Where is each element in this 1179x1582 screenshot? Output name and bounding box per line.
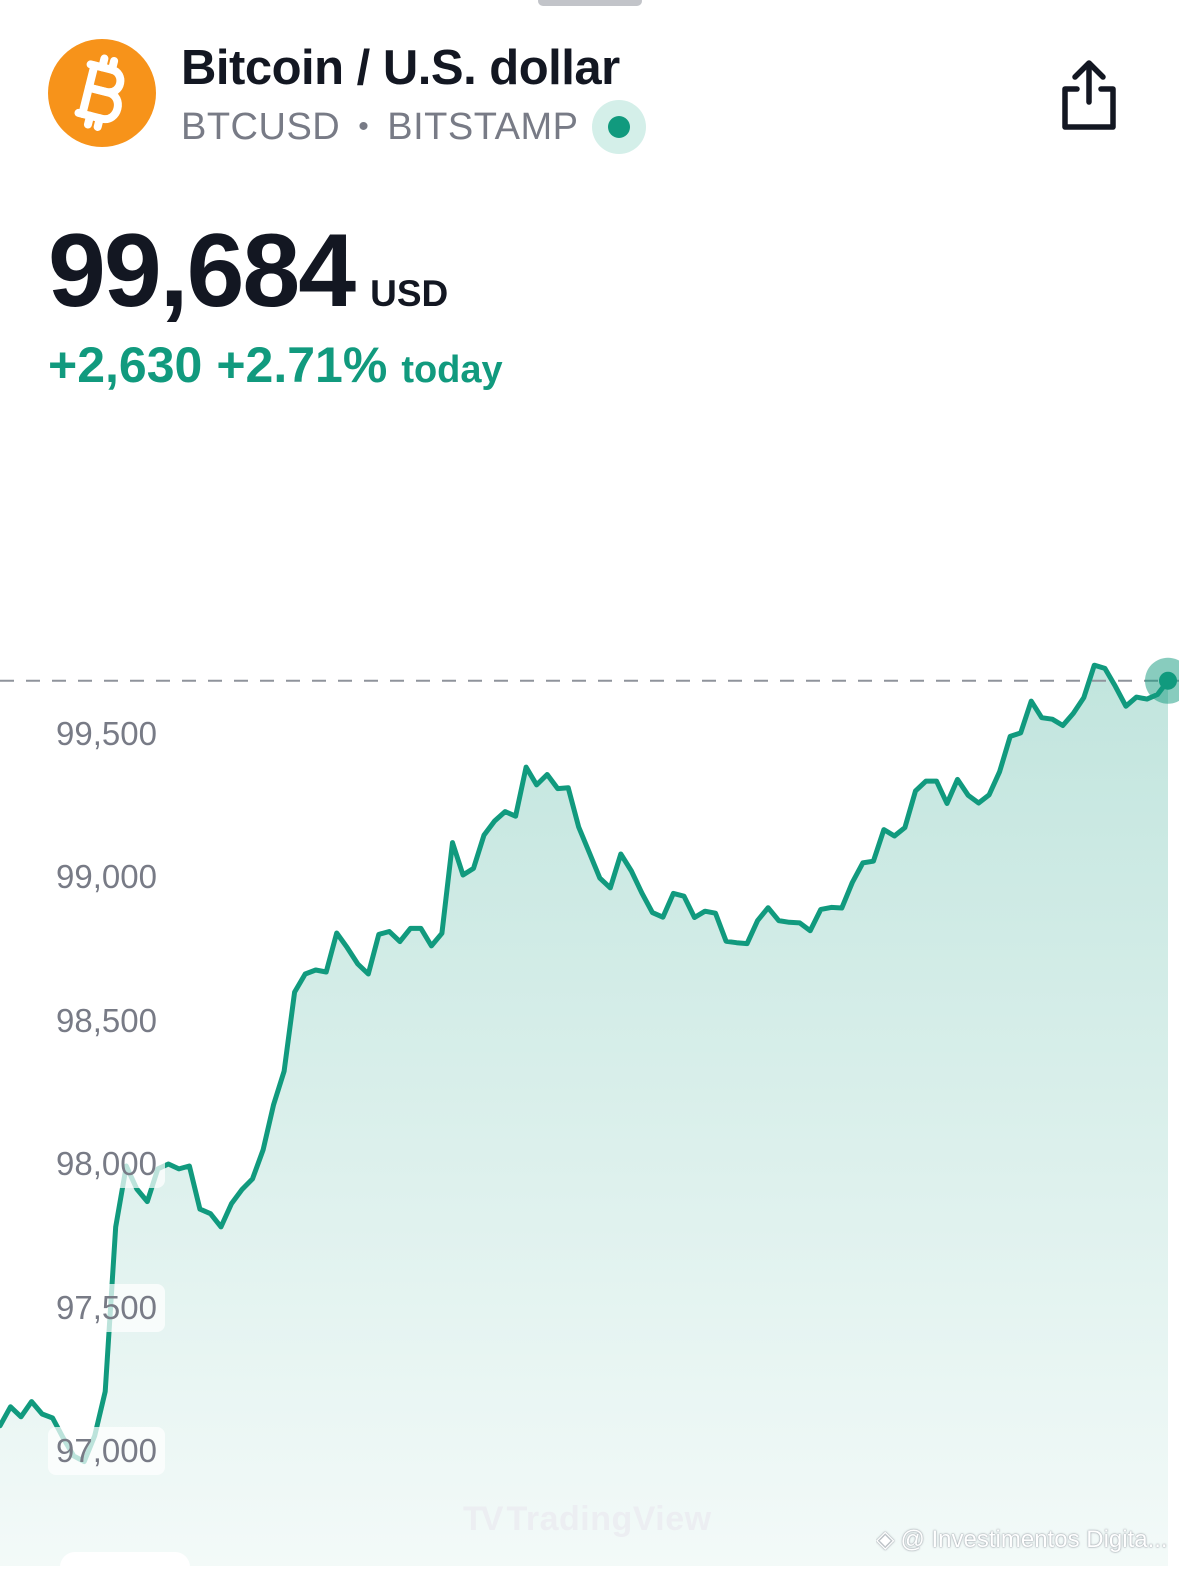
bottom-pill	[60, 1552, 190, 1582]
y-tick-label: 98,500	[48, 996, 165, 1045]
y-tick-label: 98,000	[48, 1140, 165, 1188]
y-tick-label: 99,000	[48, 853, 165, 901]
diamond-logo-icon: ◈	[876, 1526, 895, 1553]
tradingview-brand: TradingView	[506, 1500, 712, 1538]
bitcoin-icon	[48, 39, 156, 147]
price-chart[interactable]	[0, 560, 1179, 1566]
source-watermark-text: @ Investimentos Digita...	[900, 1525, 1168, 1553]
change-row: +2,630 +2.71% today	[48, 336, 503, 394]
symbol-header: Bitcoin / U.S. dollar BTCUSD • BITSTAMP	[0, 0, 1179, 180]
price-line	[0, 662, 1171, 1465]
y-tick-label: 97,500	[48, 1283, 165, 1332]
y-tick-label: 97,000	[48, 1427, 165, 1475]
exchange-name: BITSTAMP	[387, 105, 579, 148]
y-tick-label: 99,500	[48, 709, 165, 758]
change-period: today	[401, 349, 503, 391]
ticker-symbol: BTCUSD	[181, 105, 341, 148]
source-watermark: ◈ @ Investimentos Digita...	[876, 1525, 1176, 1554]
market-open-indicator[interactable]	[592, 100, 647, 154]
price-currency: USD	[370, 273, 449, 314]
sheet-drag-handle[interactable]	[538, 0, 642, 6]
price-change: +2,630	[48, 337, 203, 393]
share-icon	[1062, 60, 1116, 130]
share-button[interactable]	[1058, 58, 1120, 132]
tradingview-watermark: TV TradingView	[463, 1500, 712, 1539]
tradingview-logo-icon: TV	[463, 1500, 503, 1538]
status-dot	[608, 116, 631, 138]
price-change-percent: +2.71%	[216, 337, 388, 393]
symbol-title: Bitcoin / U.S. dollar	[181, 41, 620, 95]
last-price: 99,684	[48, 213, 356, 329]
price-area-fill	[0, 665, 1168, 1566]
separator-dot: •	[358, 110, 370, 143]
last-point-marker[interactable]	[1159, 671, 1177, 690]
price-row: 99,684 USD	[48, 212, 448, 331]
symbol-subtitle: BTCUSD • BITSTAMP	[181, 100, 647, 154]
